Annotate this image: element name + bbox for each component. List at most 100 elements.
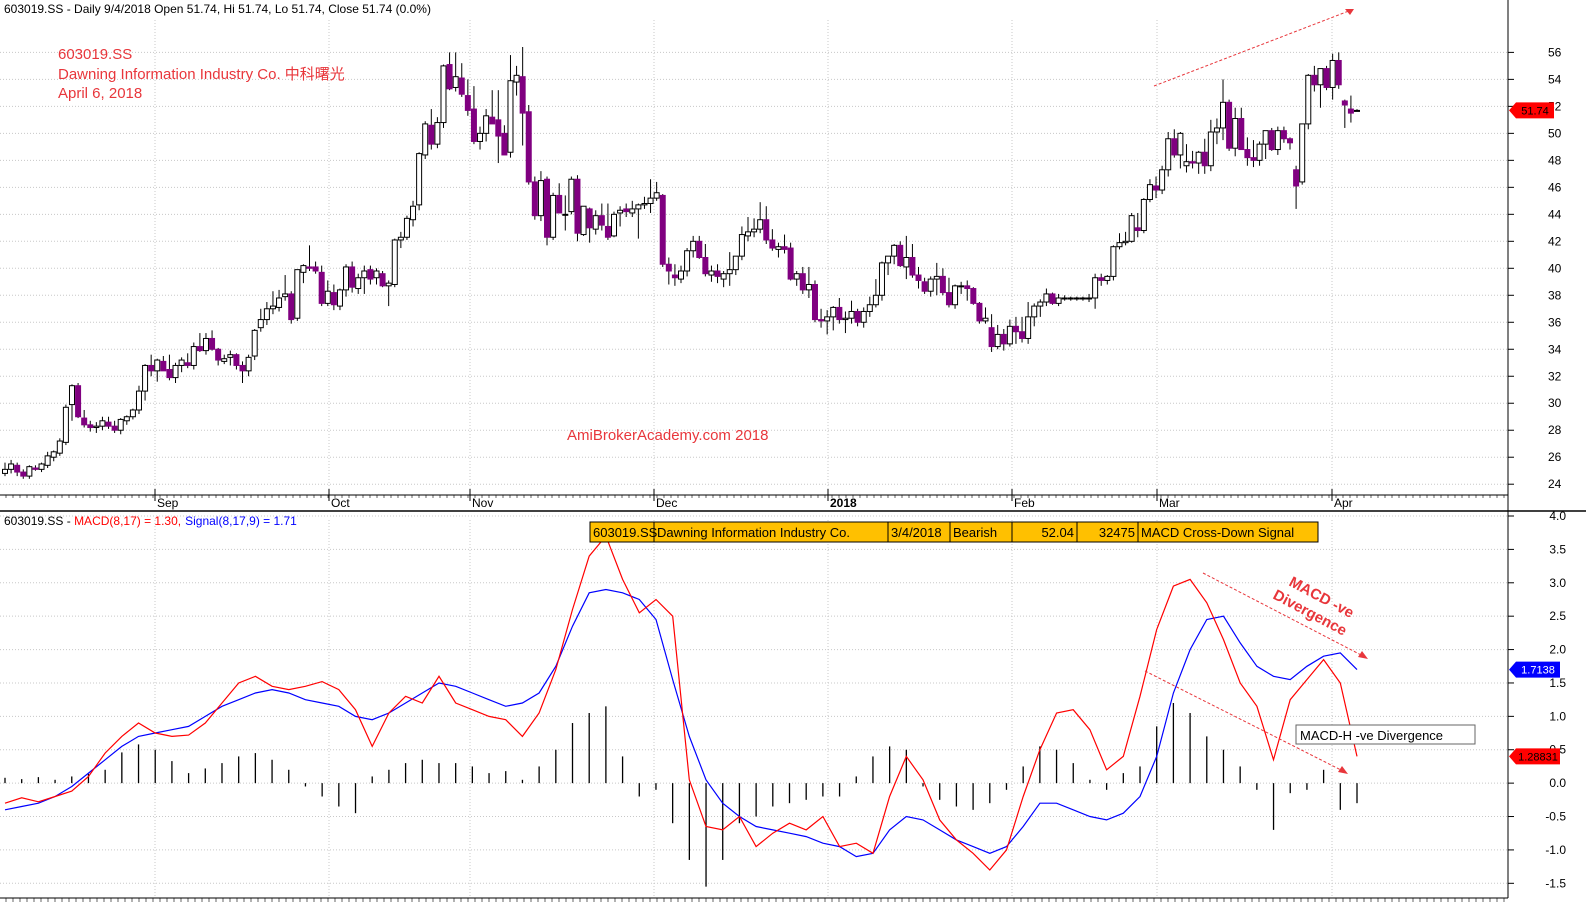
candle-body [269, 305, 276, 310]
signal-line [4, 588, 1358, 858]
candle-body [635, 204, 642, 210]
macd-pane [4, 534, 1358, 887]
annotation-ticker: 603019.SS [58, 46, 132, 63]
signal-bar-cell: Dawning Information Industry Co. [657, 525, 850, 540]
candle-body [1250, 157, 1257, 161]
candle-body [44, 455, 51, 466]
candle-body [927, 278, 934, 292]
candle-body [166, 369, 173, 379]
candle-body [562, 213, 569, 216]
macd-y-tick-label: 1.0 [1549, 709, 1566, 723]
candle-body [1226, 101, 1233, 149]
candle-body [860, 310, 867, 323]
candle-body [330, 292, 337, 306]
candle-body [75, 385, 82, 418]
candle-body [440, 65, 447, 124]
macd-title-prefix: 603019.SS - [4, 514, 74, 528]
candle-body [178, 359, 185, 366]
macdh-divergence-label: MACD-H -ve Divergence [1300, 728, 1443, 743]
candle-body [1238, 118, 1245, 151]
candle-body [117, 418, 124, 431]
candle-body [1293, 169, 1300, 187]
candle-body [215, 348, 222, 361]
macdh-divergence-arrow [1144, 670, 1346, 773]
price-y-tick-label: 54 [1548, 72, 1562, 86]
candle-body [373, 270, 380, 279]
signal-bar-cell: 3/4/2018 [891, 525, 942, 540]
candle-body [202, 337, 209, 352]
candle-body [1287, 138, 1294, 144]
macd-y-tick-label: 0.0 [1549, 776, 1566, 790]
macd-title-macd: MACD(8,17) = 1.30, [74, 514, 181, 528]
candle-body [1256, 143, 1263, 161]
candle-body [142, 364, 149, 392]
candle-body [361, 270, 368, 279]
candle-body [239, 364, 246, 372]
candle-body [324, 290, 331, 304]
candle-body [403, 217, 410, 238]
candle-body [1031, 305, 1038, 318]
candle-body [99, 420, 106, 427]
candle-body [629, 208, 636, 214]
candle-body [556, 194, 563, 214]
candle-body [885, 255, 892, 264]
macd-divergence-label: MACD -ve Divergence [1270, 570, 1360, 641]
candle-body [20, 471, 27, 477]
price-y-tick-label: 28 [1548, 423, 1562, 437]
candle-body [26, 466, 33, 477]
candle-body [1055, 297, 1062, 304]
candle-body [489, 116, 496, 125]
candle-body [209, 337, 216, 350]
candle-body [1116, 242, 1123, 248]
candle-body [921, 281, 928, 292]
candle-body [349, 266, 356, 288]
candle-body [1006, 325, 1013, 345]
candle-body [1159, 169, 1166, 191]
candle-body [970, 288, 977, 304]
candle-body [245, 356, 252, 372]
candle-body [1201, 151, 1208, 167]
candle-body [952, 285, 959, 306]
candle-body [915, 274, 922, 281]
candle-body [714, 270, 721, 277]
macd-divergence-arrow-head [1358, 651, 1368, 659]
candle-body [62, 406, 69, 443]
candle-body [574, 178, 581, 234]
candle-body [1086, 297, 1093, 300]
candle-body [738, 234, 745, 257]
candle-body [1274, 130, 1281, 151]
candle-body [665, 263, 672, 272]
candle-body [903, 257, 910, 268]
candle-body [799, 273, 806, 291]
candle-body [1262, 130, 1269, 145]
price-y-tick-label: 24 [1548, 477, 1562, 491]
candle-body [744, 231, 751, 237]
candle-body [513, 74, 520, 83]
candle-body [1280, 130, 1287, 140]
candle-body [129, 409, 136, 418]
candle-body [300, 265, 307, 273]
candle-body [32, 467, 39, 470]
macd-y-tick-label: -1.0 [1545, 843, 1566, 857]
candle-body [964, 285, 971, 290]
candle-body [257, 319, 264, 329]
candle-body [781, 246, 788, 250]
candle-body [696, 240, 703, 259]
candle-body [367, 269, 374, 280]
candle-body [263, 308, 270, 321]
price-y-tick-label: 42 [1548, 234, 1562, 248]
grid [0, 20, 1508, 898]
watermark: AmiBrokerAcademy.com 2018 [567, 427, 768, 444]
candle-body [1073, 297, 1080, 300]
candle-body [848, 310, 855, 319]
candle-body [470, 108, 477, 142]
candle-body [105, 421, 112, 427]
annotation-company: Dawning Information Industry Co. 中科曙光 [58, 66, 345, 83]
candle-body [1268, 130, 1275, 151]
candle-body [379, 273, 386, 287]
candle-body [1354, 109, 1360, 112]
candle-body [434, 122, 441, 145]
candle-body [1067, 297, 1074, 300]
macd-y-tick-label: -1.5 [1545, 876, 1566, 890]
